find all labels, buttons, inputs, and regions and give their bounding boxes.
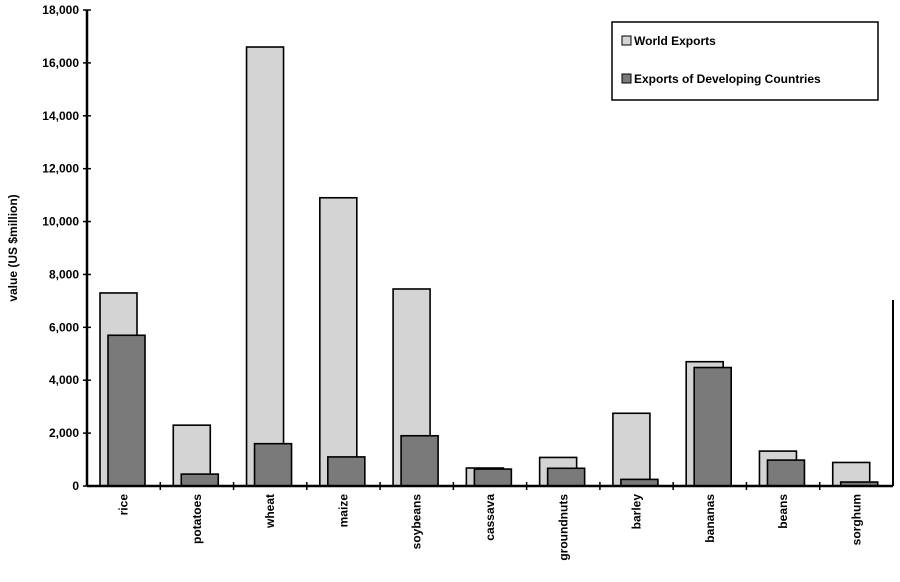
y-tick-label: 14,000 xyxy=(42,109,79,123)
bar-developing-exports-wheat xyxy=(253,442,293,487)
x-tick-label: maize xyxy=(336,494,350,528)
bar-developing-exports-maize xyxy=(327,456,366,487)
bar-developing-exports-potatoes xyxy=(180,473,220,487)
legend-swatch-world-exports xyxy=(621,35,632,46)
legend-label-world-exports: World Exports xyxy=(634,34,716,48)
legend: World Exports Exports of Developing Coun… xyxy=(611,21,879,101)
y-tick-label: 12,000 xyxy=(42,162,79,176)
axes-group: rice potatoes wheat maize soybeans cassava gro… xyxy=(42,3,894,561)
x-tick-label: groundnuts xyxy=(556,494,570,561)
bar-developing-exports-soybeans xyxy=(400,434,439,487)
bar-developing-exports-beans xyxy=(766,459,806,487)
y-tick-label: 0 xyxy=(72,479,79,493)
y-axis-label: value (US $million) xyxy=(6,194,20,301)
x-tick-label: rice xyxy=(117,494,131,516)
x-tick-label: cassava xyxy=(483,494,497,541)
x-tick-label: potatoes xyxy=(190,494,204,544)
y-tick-label: 18,000 xyxy=(42,3,79,17)
x-tick-label: barley xyxy=(630,494,644,530)
bar-developing-exports-rice xyxy=(107,334,146,487)
bar-world-exports-barley xyxy=(612,412,651,487)
y-tick-label: 10,000 xyxy=(42,215,79,229)
bar-developing-exports-groundnuts xyxy=(546,467,586,487)
y-tick-label: 6,000 xyxy=(49,320,79,334)
x-tick-label: bananas xyxy=(703,494,717,543)
y-tick-label: 4,000 xyxy=(49,373,79,387)
y-tick-label: 16,000 xyxy=(42,56,79,70)
bars-group xyxy=(99,46,879,487)
bar-world-exports-wheat xyxy=(245,46,285,487)
bar-developing-exports-bananas xyxy=(693,366,732,487)
legend-label-developing-exports: Exports of Developing Countries xyxy=(634,72,821,86)
x-tick-label: soybeans xyxy=(410,494,424,550)
y-tick-label: 8,000 xyxy=(49,267,79,281)
x-tick-label: beans xyxy=(776,494,790,529)
x-tick-label: wheat xyxy=(263,494,277,529)
legend-swatch-developing-exports xyxy=(621,73,632,84)
x-tick-label: sorghum xyxy=(849,494,863,545)
bar-world-exports-maize xyxy=(319,196,358,487)
bar-developing-exports-cassava xyxy=(473,468,513,487)
y-tick-label: 2,000 xyxy=(49,426,79,440)
